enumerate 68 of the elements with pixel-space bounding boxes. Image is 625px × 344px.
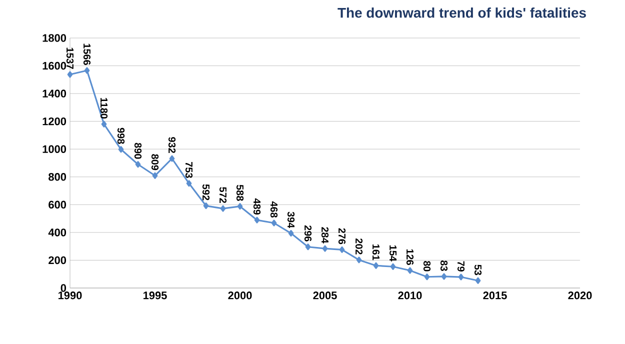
- point: [390, 263, 396, 270]
- point: [424, 274, 430, 280]
- data-label: 202: [355, 238, 363, 254]
- data-label: 83: [440, 260, 448, 271]
- data-label: 126: [406, 249, 414, 265]
- x-tick-label: 1995: [144, 292, 167, 300]
- point: [407, 267, 413, 274]
- point: [322, 245, 328, 252]
- y-tick-label: 1000: [42, 145, 66, 153]
- y-tick-label: 400: [48, 228, 66, 236]
- point: [135, 161, 141, 168]
- point: [288, 230, 294, 237]
- x-tick-label: 2000: [228, 292, 252, 300]
- point: [458, 274, 464, 280]
- point: [186, 180, 192, 187]
- point: [101, 120, 107, 128]
- data-label: 161: [372, 244, 380, 260]
- y-tick-label: 600: [48, 200, 66, 209]
- data-label: 592: [202, 184, 210, 200]
- data-label: 284: [321, 227, 329, 244]
- data-label: 79: [457, 261, 465, 272]
- y-tick-label: 1400: [42, 90, 66, 98]
- point: [373, 262, 379, 269]
- point: [67, 71, 73, 78]
- data-label: 809: [151, 154, 159, 170]
- x-tick-label: 2015: [483, 292, 507, 300]
- data-label: 296: [304, 225, 312, 242]
- y-tick-label: 1600: [42, 62, 66, 70]
- point: [356, 256, 362, 264]
- point: [203, 202, 209, 210]
- data-label: 572: [219, 187, 227, 203]
- point: [152, 172, 158, 179]
- point: [441, 273, 447, 280]
- point: [475, 277, 481, 284]
- data-label: 1180: [100, 98, 108, 119]
- data-label: 1537: [66, 48, 74, 69]
- point: [254, 216, 260, 224]
- chart-title: The downward trend of kids' fatalities: [338, 8, 586, 18]
- data-label: 276: [338, 228, 346, 244]
- point: [118, 146, 124, 153]
- x-tick-label: 2005: [313, 292, 337, 300]
- data-label: 394: [287, 212, 295, 228]
- data-label: 588: [236, 184, 244, 201]
- x-tick-label: 1990: [58, 292, 82, 300]
- point: [305, 244, 311, 250]
- data-label: 998: [117, 128, 125, 144]
- data-label: 80: [423, 260, 431, 272]
- y-tick-label: 0: [60, 284, 66, 292]
- data-label: 489: [253, 198, 261, 215]
- y-tick-label: 1800: [42, 34, 66, 42]
- x-tick-label: 2010: [398, 292, 422, 300]
- point: [237, 203, 243, 210]
- point: [339, 246, 345, 253]
- y-tick-label: 1200: [42, 117, 66, 126]
- data-label: 890: [134, 142, 142, 159]
- data-label: 753: [185, 162, 193, 178]
- point: [169, 155, 175, 162]
- data-label: 932: [168, 137, 176, 153]
- data-label: 468: [270, 201, 278, 218]
- data-label: 1566: [83, 44, 91, 65]
- data-label: 53: [474, 264, 482, 276]
- data-label: 154: [390, 245, 396, 262]
- y-tick-label: 200: [48, 256, 66, 264]
- x-tick-label: 2020: [568, 292, 592, 300]
- point: [271, 220, 277, 226]
- point: [220, 205, 226, 212]
- y-tick-label: 800: [48, 173, 66, 181]
- point: [84, 67, 90, 74]
